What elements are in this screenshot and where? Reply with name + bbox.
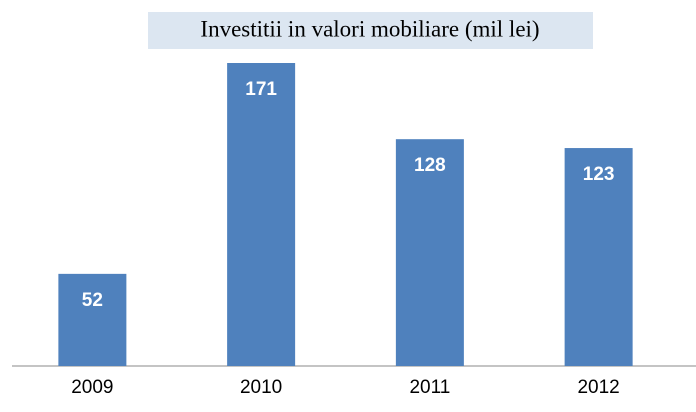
value-label: 171 <box>245 79 277 100</box>
bar <box>227 63 296 366</box>
title-box <box>148 12 593 49</box>
value-label: 52 <box>82 290 103 311</box>
bar <box>395 139 464 366</box>
x-tick-label: 2012 <box>577 377 619 398</box>
bar <box>564 148 633 366</box>
chart-title: Investitii in valori mobiliare (mil lei) <box>200 16 539 41</box>
value-label: 123 <box>583 164 615 185</box>
x-tick-label: 2009 <box>71 377 113 398</box>
bar <box>58 273 127 366</box>
x-tick-label: 2011 <box>409 377 450 398</box>
x-tick-label: 2010 <box>240 377 282 398</box>
value-label: 128 <box>414 155 446 176</box>
